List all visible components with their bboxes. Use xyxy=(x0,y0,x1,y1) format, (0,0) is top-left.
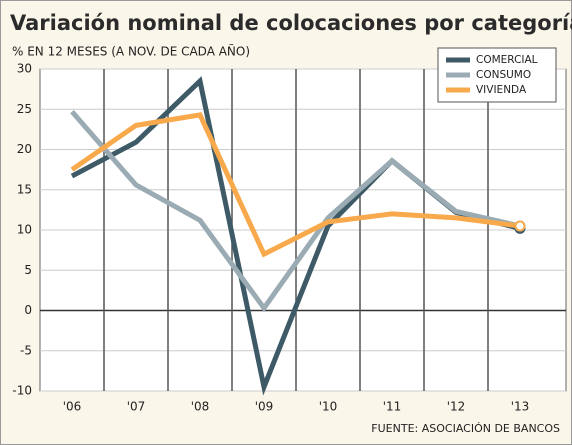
y-tick-label: 25 xyxy=(17,102,32,116)
y-tick-label: 5 xyxy=(24,263,32,277)
series-line xyxy=(70,110,521,313)
chart-title: Variación nominal de colocaciones por ca… xyxy=(10,11,572,35)
x-tick-label: '09 xyxy=(255,400,274,414)
legend: COMERCIAL CONSUMO VIVIENDA xyxy=(437,47,557,103)
legend-label: VIVIENDA xyxy=(476,84,527,96)
source: FUENTE: ASOCIACIÓN DE BANCOS xyxy=(371,422,560,435)
y-tick-label: -5 xyxy=(20,343,32,357)
x-tick-label: '07 xyxy=(127,400,146,414)
y-tick-label: 30 xyxy=(17,62,32,76)
x-tick-label: '11 xyxy=(383,400,402,414)
y-tick-label: 0 xyxy=(24,303,32,317)
y-tick-label: 10 xyxy=(17,223,32,237)
end-marker xyxy=(514,220,526,232)
x-tick-label: '08 xyxy=(191,400,210,414)
x-tick-label: '06 xyxy=(63,400,82,414)
x-tick-label: '13 xyxy=(511,400,530,414)
x-tick-label: '12 xyxy=(447,400,466,414)
chart-subtitle: % EN 12 MESES (A NOV. DE CADA AÑO) xyxy=(12,44,250,59)
lines xyxy=(70,76,526,396)
y-tick-label: 15 xyxy=(17,182,32,196)
legend-label: COMERCIAL xyxy=(476,54,538,66)
y-tick-label: -10 xyxy=(12,384,32,398)
x-tick-label: '10 xyxy=(319,400,338,414)
y-tick-label: 20 xyxy=(17,142,32,156)
series-line xyxy=(70,112,521,258)
legend-label: CONSUMO xyxy=(476,69,531,81)
